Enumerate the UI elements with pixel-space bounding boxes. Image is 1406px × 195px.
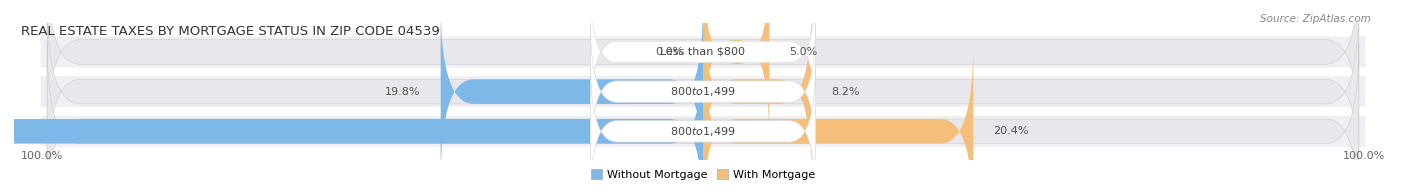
Text: $800 to $1,499: $800 to $1,499: [671, 125, 735, 138]
Text: REAL ESTATE TAXES BY MORTGAGE STATUS IN ZIP CODE 04539: REAL ESTATE TAXES BY MORTGAGE STATUS IN …: [21, 25, 440, 38]
Text: 0.0%: 0.0%: [655, 47, 683, 57]
Legend: Without Mortgage, With Mortgage: Without Mortgage, With Mortgage: [586, 165, 820, 184]
FancyBboxPatch shape: [41, 36, 1365, 67]
FancyBboxPatch shape: [41, 116, 1365, 147]
FancyBboxPatch shape: [0, 44, 703, 195]
FancyBboxPatch shape: [591, 23, 815, 160]
Text: 5.0%: 5.0%: [789, 47, 817, 57]
Text: Less than $800: Less than $800: [661, 47, 745, 57]
Text: 100.0%: 100.0%: [21, 151, 63, 161]
FancyBboxPatch shape: [41, 76, 1365, 107]
Text: 8.2%: 8.2%: [831, 87, 860, 97]
FancyBboxPatch shape: [48, 5, 1358, 179]
FancyBboxPatch shape: [48, 44, 1358, 195]
FancyBboxPatch shape: [440, 5, 703, 179]
Text: 19.8%: 19.8%: [385, 87, 420, 97]
Text: 100.0%: 100.0%: [1343, 151, 1385, 161]
FancyBboxPatch shape: [703, 0, 769, 139]
FancyBboxPatch shape: [48, 0, 1358, 139]
FancyBboxPatch shape: [591, 0, 815, 121]
FancyBboxPatch shape: [703, 5, 811, 179]
FancyBboxPatch shape: [703, 44, 973, 195]
Text: Source: ZipAtlas.com: Source: ZipAtlas.com: [1260, 14, 1371, 24]
Text: $800 to $1,499: $800 to $1,499: [671, 85, 735, 98]
Text: 20.4%: 20.4%: [993, 126, 1029, 136]
FancyBboxPatch shape: [591, 63, 815, 195]
